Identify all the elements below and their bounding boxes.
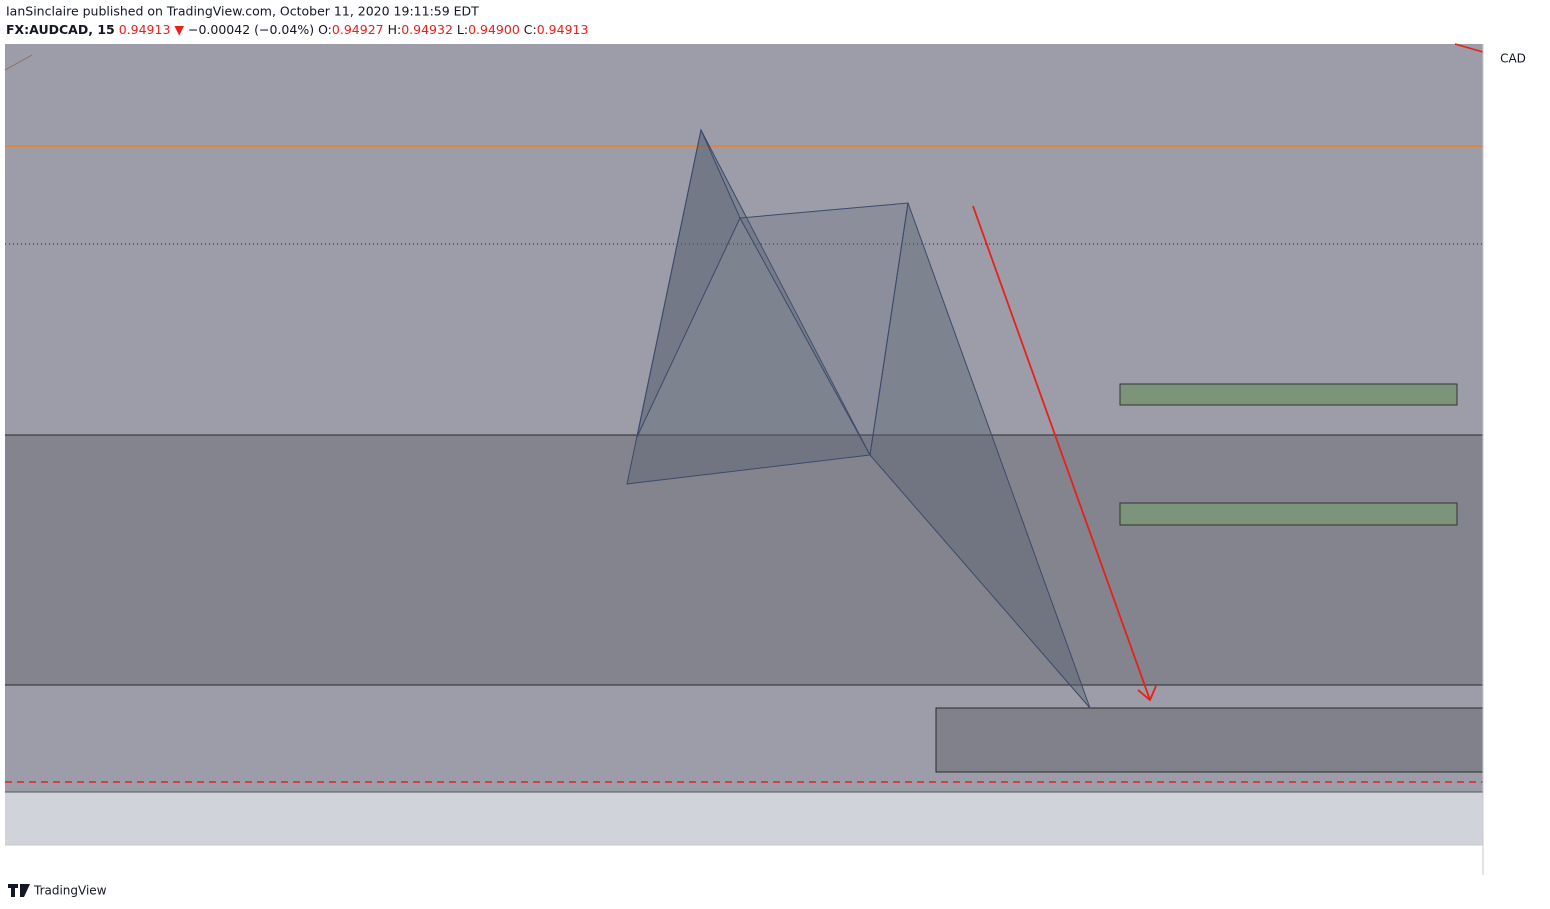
last: 0.94913: [119, 22, 171, 37]
plot-area: [5, 44, 1483, 845]
zone: [5, 435, 1483, 685]
c-label: C:: [524, 22, 537, 37]
axes: CAD: [5, 44, 1550, 875]
brand: TradingView: [33, 884, 107, 898]
target-box: [935, 707, 1484, 773]
o: 0.94927: [332, 22, 384, 37]
zone-box: [1119, 502, 1458, 526]
pattern-leg: [636, 128, 741, 438]
footer: TradingView: [8, 884, 107, 898]
drawings: [4, 43, 1484, 793]
o-label: O:: [318, 22, 332, 37]
symbol: FX:AUDCAD, 15: [6, 22, 115, 37]
arrow-head: [1137, 685, 1157, 702]
zone-light: [5, 792, 1483, 845]
c: 0.94913: [537, 22, 589, 37]
time-axis: [5, 845, 1483, 875]
pattern-leg: [739, 202, 909, 457]
l: 0.94900: [468, 22, 520, 37]
logo: [8, 884, 30, 897]
axis-unit: CAD: [1500, 52, 1526, 66]
arrow: ▼: [174, 22, 184, 37]
h-label: H:: [388, 22, 402, 37]
price-axis: [1483, 44, 1550, 875]
publish-info: IanSinclaire published on TradingView.co…: [6, 4, 479, 19]
zone-box: [1119, 383, 1458, 406]
trend-line: [1454, 43, 1484, 53]
h: 0.94932: [401, 22, 453, 37]
l-label: L:: [457, 22, 468, 37]
quote-line: FX:AUDCAD, 15 0.94913 ▼ −0.00042 (−0.04%…: [6, 22, 588, 37]
trend-line: [4, 54, 33, 71]
forecast-arrow: [972, 205, 1151, 701]
change: −0.00042 (−0.04%): [188, 22, 314, 37]
